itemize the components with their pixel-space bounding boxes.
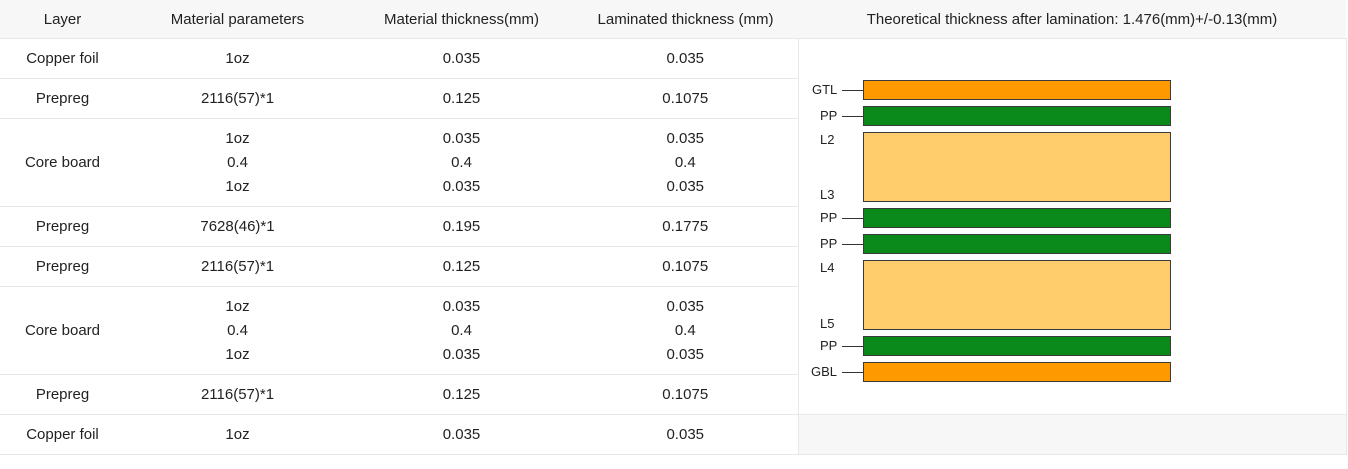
core-layer — [863, 260, 1171, 330]
prepreg-layer — [863, 336, 1171, 356]
table-row: Prepreg 2116(57)*1 0.125 0.1075 — [0, 78, 1346, 119]
cell-layer: Prepreg — [0, 206, 125, 247]
cell-laminated-thickness: 0.1075 — [573, 374, 798, 415]
cell-params: 1oz 0.4 1oz — [125, 286, 350, 375]
cell-line: 0.4 — [451, 321, 472, 339]
cell-line: 0.035 — [442, 177, 481, 195]
header-layer: Layer — [0, 0, 125, 39]
leader-line — [842, 90, 863, 91]
cell-line: 0.4 — [227, 321, 248, 339]
prepreg-layer — [863, 234, 1171, 254]
cell-params: 1oz — [125, 38, 350, 79]
layer-label-gtl: GTL — [812, 82, 838, 97]
layer-label-l2: L2 — [820, 132, 835, 147]
cell-line: 0.035 — [666, 129, 705, 147]
cell-material-thickness: 0.125 — [350, 78, 573, 119]
table-row: Prepreg 2116(57)*1 0.125 0.1075 — [0, 246, 1346, 287]
layer-label-pp: PP — [820, 210, 838, 225]
core-layer — [863, 132, 1171, 202]
leader-line — [842, 218, 863, 219]
empty-cell — [797, 414, 1347, 455]
cell-layer: Prepreg — [0, 78, 125, 119]
copper-layer-bottom — [863, 362, 1171, 382]
cell-line: 0.035 — [666, 297, 705, 315]
cell-layer: Copper foil — [0, 414, 125, 455]
leader-line — [842, 372, 863, 373]
prepreg-layer — [863, 208, 1171, 228]
cell-material-thickness: 0.125 — [350, 246, 573, 287]
leader-line — [842, 244, 863, 245]
cell-params: 1oz — [125, 414, 350, 455]
table-row: Prepreg 7628(46)*1 0.195 0.1775 — [0, 206, 1346, 247]
cell-material-thickness: 0.035 0.4 0.035 — [350, 286, 573, 375]
header-theoretical-thickness: Theoretical thickness after lamination: … — [798, 0, 1346, 39]
cell-material-thickness: 0.035 0.4 0.035 — [350, 118, 573, 207]
cell-line: 0.035 — [442, 345, 481, 363]
cell-params: 1oz 0.4 1oz — [125, 118, 350, 207]
cell-line: 0.035 — [442, 129, 481, 147]
layer-label-pp: PP — [820, 108, 838, 123]
cell-params: 2116(57)*1 — [125, 246, 350, 287]
cell-laminated-thickness: 0.1775 — [573, 206, 798, 247]
cell-laminated-thickness: 0.035 — [573, 414, 798, 455]
layer-label-l5: L5 — [820, 316, 835, 331]
layer-label-gbl: GBL — [811, 364, 838, 379]
table-header-row: Layer Material parameters Material thick… — [0, 0, 1346, 39]
cell-material-thickness: 0.125 — [350, 374, 573, 415]
table-row: Prepreg 2116(57)*1 0.125 0.1075 — [0, 374, 1346, 415]
cell-line: 0.4 — [674, 153, 696, 171]
cell-line: 1oz — [225, 345, 250, 363]
cell-params: 2116(57)*1 — [125, 78, 350, 119]
cell-layer: Core board — [0, 118, 125, 207]
cell-laminated-thickness: 0.1075 — [573, 78, 798, 119]
cell-laminated-thickness: 0.1075 — [573, 246, 798, 287]
header-material-thickness: Material thickness(mm) — [350, 0, 573, 39]
stackup-diagram: GTL PP L2 L3 PP PP L4 L5 PP GBL — [800, 40, 1346, 421]
prepreg-layer — [863, 106, 1171, 126]
cell-line: 0.4 — [451, 153, 472, 171]
header-laminated-thickness: Laminated thickness (mm) — [573, 0, 798, 39]
cell-laminated-thickness: 0.035 0.4 0.035 — [573, 118, 798, 207]
layer-label-pp: PP — [820, 338, 838, 353]
cell-line: 1oz — [225, 129, 250, 147]
cell-layer: Copper foil — [0, 38, 125, 79]
cell-line: 1oz — [225, 177, 250, 195]
leader-line — [842, 346, 863, 347]
cell-line: 1oz — [225, 297, 250, 315]
cell-material-thickness: 0.195 — [350, 206, 573, 247]
layer-label-l3: L3 — [820, 187, 835, 202]
cell-layer: Prepreg — [0, 246, 125, 287]
cell-line: 0.4 — [674, 321, 696, 339]
header-material-parameters: Material parameters — [125, 0, 350, 39]
layer-label-pp: PP — [820, 236, 838, 251]
leader-line — [842, 116, 863, 117]
stackup-table: Layer Material parameters Material thick… — [0, 0, 1347, 455]
table-row: Core board 1oz 0.4 1oz 0.035 0.4 0.035 0… — [0, 118, 1346, 207]
cell-material-thickness: 0.035 — [350, 38, 573, 79]
cell-layer: Core board — [0, 286, 125, 375]
layer-label-l4: L4 — [820, 260, 835, 275]
table-row: Copper foil 1oz 0.035 0.035 — [0, 414, 1347, 455]
cell-line: 0.4 — [227, 153, 248, 171]
cell-params: 2116(57)*1 — [125, 374, 350, 415]
copper-layer-top — [863, 80, 1171, 100]
cell-laminated-thickness: 0.035 — [573, 38, 798, 79]
table-row: Core board 1oz 0.4 1oz 0.035 0.4 0.035 0… — [0, 286, 1346, 375]
cell-line: 0.035 — [442, 297, 481, 315]
cell-layer: Prepreg — [0, 374, 125, 415]
cell-line: 0.035 — [666, 177, 705, 195]
cell-line: 0.035 — [666, 345, 705, 363]
cell-laminated-thickness: 0.035 0.4 0.035 — [573, 286, 798, 375]
cell-material-thickness: 0.035 — [350, 414, 573, 455]
cell-params: 7628(46)*1 — [125, 206, 350, 247]
